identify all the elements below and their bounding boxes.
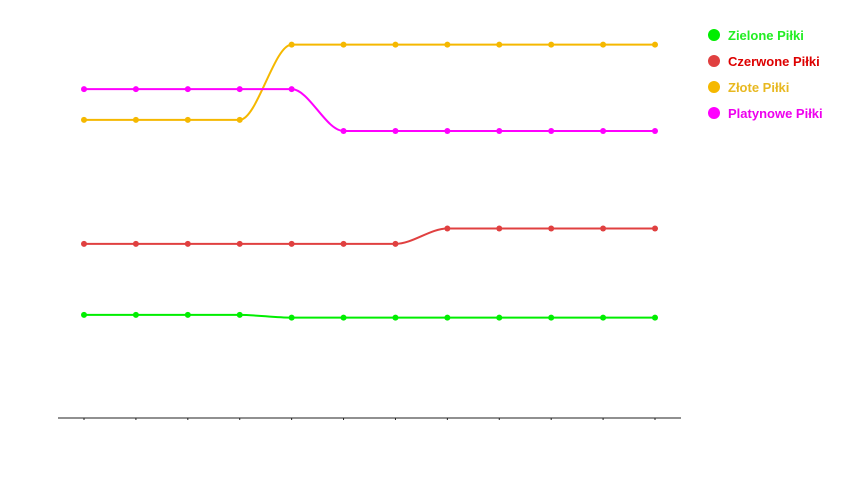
data-point[interactable] xyxy=(340,240,347,247)
series-line xyxy=(84,88,655,132)
legend-item[interactable]: Złote Piłki xyxy=(708,74,823,100)
data-point[interactable] xyxy=(288,314,295,321)
data-point[interactable] xyxy=(444,127,451,134)
data-point[interactable] xyxy=(496,314,503,321)
legend-label: Złote Piłki xyxy=(728,79,790,95)
legend-item[interactable]: Platynowe Piłki xyxy=(708,100,823,126)
data-point[interactable] xyxy=(652,41,658,48)
legend-label: Zielone Piłki xyxy=(728,27,804,43)
data-point[interactable] xyxy=(288,240,295,247)
data-point[interactable] xyxy=(548,314,555,321)
data-point[interactable] xyxy=(236,311,243,318)
data-point[interactable] xyxy=(392,314,399,321)
legend-item[interactable]: Zielone Piłki xyxy=(708,22,823,48)
data-point[interactable] xyxy=(548,41,555,48)
data-point[interactable] xyxy=(81,86,87,93)
series-2 xyxy=(81,41,658,123)
data-point[interactable] xyxy=(444,41,451,48)
legend-marker-icon xyxy=(708,29,720,41)
data-point[interactable] xyxy=(184,116,191,123)
data-point[interactable] xyxy=(340,127,347,134)
legend-marker-icon xyxy=(708,55,720,67)
legend-label: Czerwone Piłki xyxy=(728,53,820,69)
data-point[interactable] xyxy=(444,314,451,321)
data-point[interactable] xyxy=(496,225,503,232)
legend-marker-icon xyxy=(708,107,720,119)
data-point[interactable] xyxy=(132,116,139,123)
data-point[interactable] xyxy=(496,41,503,48)
series-3 xyxy=(81,86,658,134)
data-point[interactable] xyxy=(496,127,503,134)
data-point[interactable] xyxy=(392,41,399,48)
series-line xyxy=(84,227,655,245)
data-point[interactable] xyxy=(184,311,191,318)
data-point[interactable] xyxy=(288,86,295,93)
data-point[interactable] xyxy=(132,240,139,247)
data-point[interactable] xyxy=(81,311,87,318)
data-point[interactable] xyxy=(184,86,191,93)
series-line xyxy=(84,43,655,121)
data-point[interactable] xyxy=(548,127,555,134)
data-point[interactable] xyxy=(340,314,347,321)
data-point[interactable] xyxy=(652,127,658,134)
legend: Zielone Piłki Czerwone Piłki Złote Piłki Pl… xyxy=(708,22,823,126)
data-point[interactable] xyxy=(392,240,399,247)
data-point[interactable] xyxy=(236,116,243,123)
series-0 xyxy=(81,311,658,321)
data-point[interactable] xyxy=(600,225,607,232)
legend-label: Platynowe Piłki xyxy=(728,105,823,121)
data-point[interactable] xyxy=(600,314,607,321)
data-point[interactable] xyxy=(81,116,87,123)
data-point[interactable] xyxy=(600,127,607,134)
data-point[interactable] xyxy=(444,225,451,232)
x-axis xyxy=(58,417,681,420)
data-point[interactable] xyxy=(132,86,139,93)
data-point[interactable] xyxy=(392,127,399,134)
data-point[interactable] xyxy=(184,240,191,247)
data-point[interactable] xyxy=(652,225,658,232)
data-point[interactable] xyxy=(236,86,243,93)
data-point[interactable] xyxy=(236,240,243,247)
data-point[interactable] xyxy=(340,41,347,48)
data-point[interactable] xyxy=(600,41,607,48)
data-point[interactable] xyxy=(548,225,555,232)
series-1 xyxy=(81,225,658,247)
series-line xyxy=(84,313,655,319)
data-point[interactable] xyxy=(81,240,87,247)
data-point[interactable] xyxy=(132,311,139,318)
legend-marker-icon xyxy=(708,81,720,93)
data-point[interactable] xyxy=(288,41,295,48)
data-point[interactable] xyxy=(652,314,658,321)
series-layer xyxy=(81,41,658,321)
legend-item[interactable]: Czerwone Piłki xyxy=(708,48,823,74)
